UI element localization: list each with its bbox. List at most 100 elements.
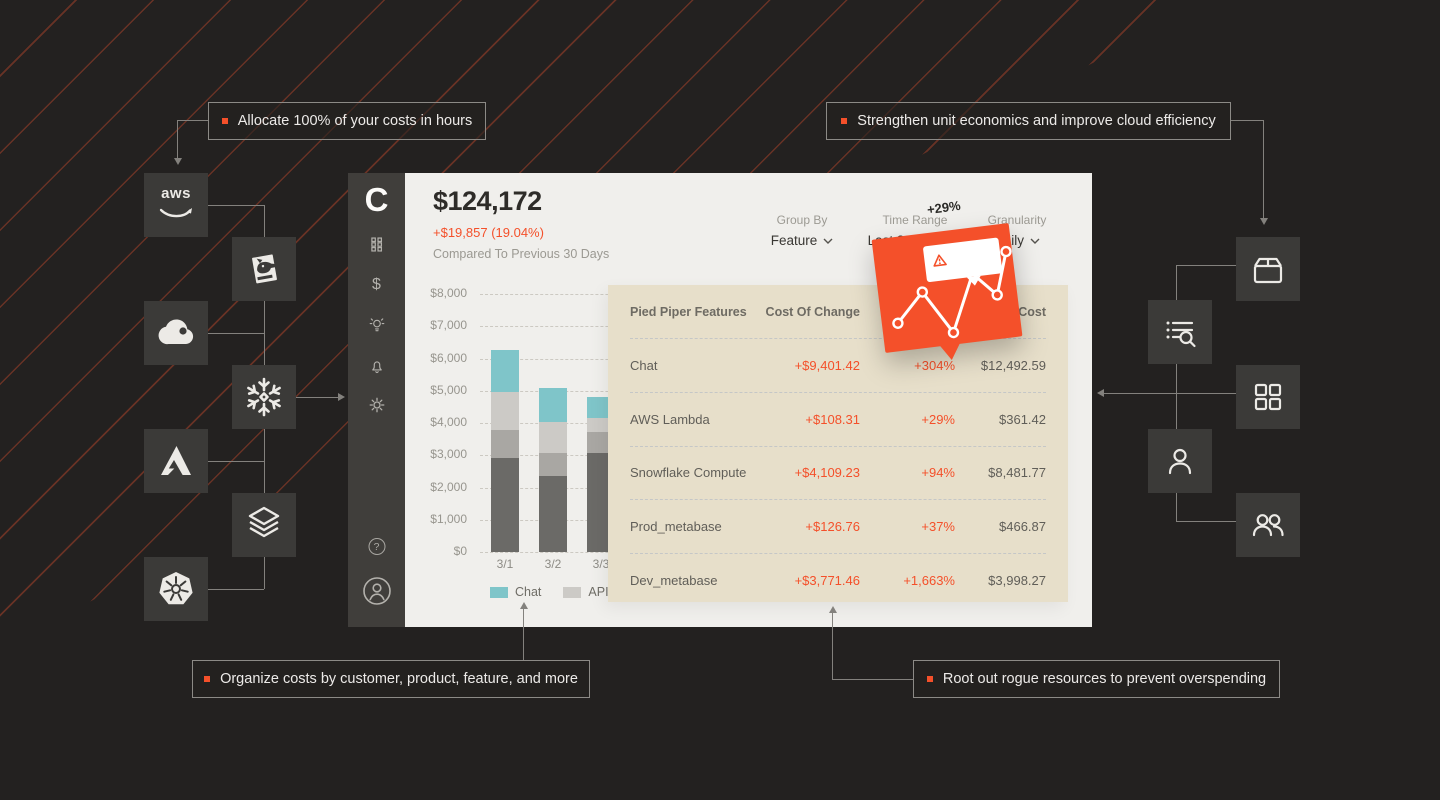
connector-line — [296, 397, 340, 398]
cell-total-cost: $12,492.59 — [980, 357, 1046, 373]
connector-line — [208, 205, 264, 206]
chevron-down-icon — [823, 238, 833, 244]
cell-cost-of-change: +$4,109.23 — [794, 465, 860, 481]
aws-smile-icon — [159, 208, 192, 218]
bar-segment[interactable] — [539, 422, 567, 453]
grid-icon — [1254, 383, 1282, 411]
archive-box-icon — [1253, 257, 1283, 284]
alert-tooltip — [922, 237, 1003, 287]
arrow-left-icon — [1097, 389, 1104, 397]
sidebar-item-costs[interactable]: $ — [372, 276, 381, 294]
sidebar-item-alerts[interactable] — [367, 356, 387, 376]
table-body: Chat +$9,401.42 +304% $12,492.59 AWS Lambda +… — [630, 338, 1046, 607]
arrow-down-icon — [174, 158, 182, 165]
spend-change: +$19,857 (19.04%) — [433, 225, 544, 240]
aws-icon: aws — [148, 177, 204, 233]
cell-pct-change: +304% — [914, 357, 955, 373]
logo[interactable]: C — [364, 181, 389, 218]
account-avatar[interactable] — [362, 576, 392, 606]
y-axis-tick: $1,000 — [430, 511, 467, 526]
sidebar-item-settings[interactable] — [367, 395, 387, 415]
y-axis-tick: $5,000 — [430, 382, 467, 397]
connector-line — [523, 608, 524, 660]
control-label: Time Range — [882, 213, 948, 227]
y-axis-tick: $8,000 — [430, 286, 467, 300]
modules-icon — [370, 237, 382, 252]
bar-segment[interactable] — [539, 452, 567, 476]
connector-line — [177, 120, 178, 160]
tile-list-search — [1148, 300, 1212, 364]
tile-datadog — [232, 237, 296, 301]
connector-line — [208, 589, 264, 590]
bar-segment[interactable] — [491, 430, 519, 459]
tile-snowflake — [232, 365, 296, 429]
sticker-tail — [938, 341, 963, 362]
comparison-period: Compared To Previous 30 Days — [433, 247, 610, 261]
help-button[interactable]: ? — [368, 538, 385, 555]
tile-azure — [144, 429, 208, 493]
bullet-icon — [926, 676, 933, 682]
connector-line — [1104, 393, 1236, 394]
dashboard-sidebar: C $ — [348, 173, 405, 627]
callout-text: Organize costs by customer, product, fea… — [220, 671, 578, 687]
arrow-down-icon — [1260, 218, 1268, 225]
connector-line — [832, 612, 833, 680]
sidebar-item-insights[interactable] — [367, 315, 387, 335]
bar-segment[interactable] — [539, 388, 567, 423]
cell-total-cost: $361.42 — [999, 411, 1046, 427]
tile-databricks — [232, 493, 296, 557]
col-header-cost-of-change: Cost Of Change — [765, 304, 860, 319]
connector-line — [1176, 521, 1236, 522]
table-row[interactable]: Chat +$9,401.42 +304% $12,492.59 — [630, 338, 1046, 392]
tile-users — [1236, 493, 1300, 557]
callout-unit-economics: Strengthen unit economics and improve cl… — [826, 102, 1231, 140]
legend-item[interactable]: API — [563, 585, 609, 599]
bullet-icon — [204, 676, 211, 682]
table-row[interactable]: Prod_metabase +$126.76 +37% $466.87 — [630, 499, 1046, 553]
bar-segment[interactable] — [491, 350, 519, 393]
cell-cost-of-change: +$126.76 — [805, 519, 860, 535]
cloud-icon — [158, 319, 194, 345]
legend-item[interactable]: Chat — [490, 585, 541, 599]
y-axis-tick: $6,000 — [430, 350, 467, 365]
table-row[interactable]: AWS Lambda +$108.31 +29% $361.42 — [630, 391, 1046, 446]
connector-line — [832, 679, 913, 680]
tooltip-tail — [966, 275, 982, 287]
arrow-up-icon — [829, 606, 837, 613]
cell-feature: Snowflake Compute — [630, 465, 747, 481]
callout-text: Strengthen unit economics and improve cl… — [857, 113, 1216, 129]
y-axis-tick: $2,000 — [430, 479, 467, 494]
callout-organize: Organize costs by customer, product, fea… — [192, 660, 590, 698]
connector-line — [208, 461, 264, 462]
list-search-icon — [1166, 321, 1196, 348]
connector-line — [1231, 120, 1264, 121]
snowflake-icon — [247, 377, 281, 417]
kubernetes-icon — [159, 572, 193, 605]
cell-total-cost: $466.87 — [999, 519, 1046, 535]
arrow-right-icon — [338, 393, 345, 401]
sidebar-item-dashboards[interactable] — [367, 235, 386, 254]
control-label: Group By — [776, 213, 828, 227]
connector-line — [1263, 120, 1264, 220]
legend-label: Chat — [515, 585, 542, 599]
cell-feature: Chat — [630, 357, 658, 373]
line-chart-icon — [892, 245, 1012, 339]
gear-icon — [369, 397, 384, 413]
dollar-icon: $ — [372, 276, 381, 293]
x-axis-label: 3/1 — [496, 557, 514, 571]
callout-text: Allocate 100% of your costs in hours — [237, 113, 473, 129]
bar-segment[interactable] — [491, 392, 519, 431]
warning-icon — [933, 254, 947, 267]
y-axis-tick: $3,000 — [430, 447, 467, 462]
arrow-up-icon — [520, 602, 528, 609]
bar-segment[interactable] — [539, 475, 567, 552]
table-row[interactable]: Dev_metabase +$3,771.46 +1,663% $3,998.27 — [630, 553, 1046, 607]
tile-aws: aws — [144, 173, 208, 237]
bar-segment[interactable] — [491, 458, 519, 552]
connector-line — [1176, 265, 1236, 266]
group-by-dropdown[interactable]: Group By Feature — [742, 213, 862, 248]
connector-line — [208, 333, 264, 334]
table-row[interactable]: Snowflake Compute +$4,109.23 +94% $8,481.77 — [630, 445, 1046, 500]
legend-label: API — [588, 585, 609, 599]
